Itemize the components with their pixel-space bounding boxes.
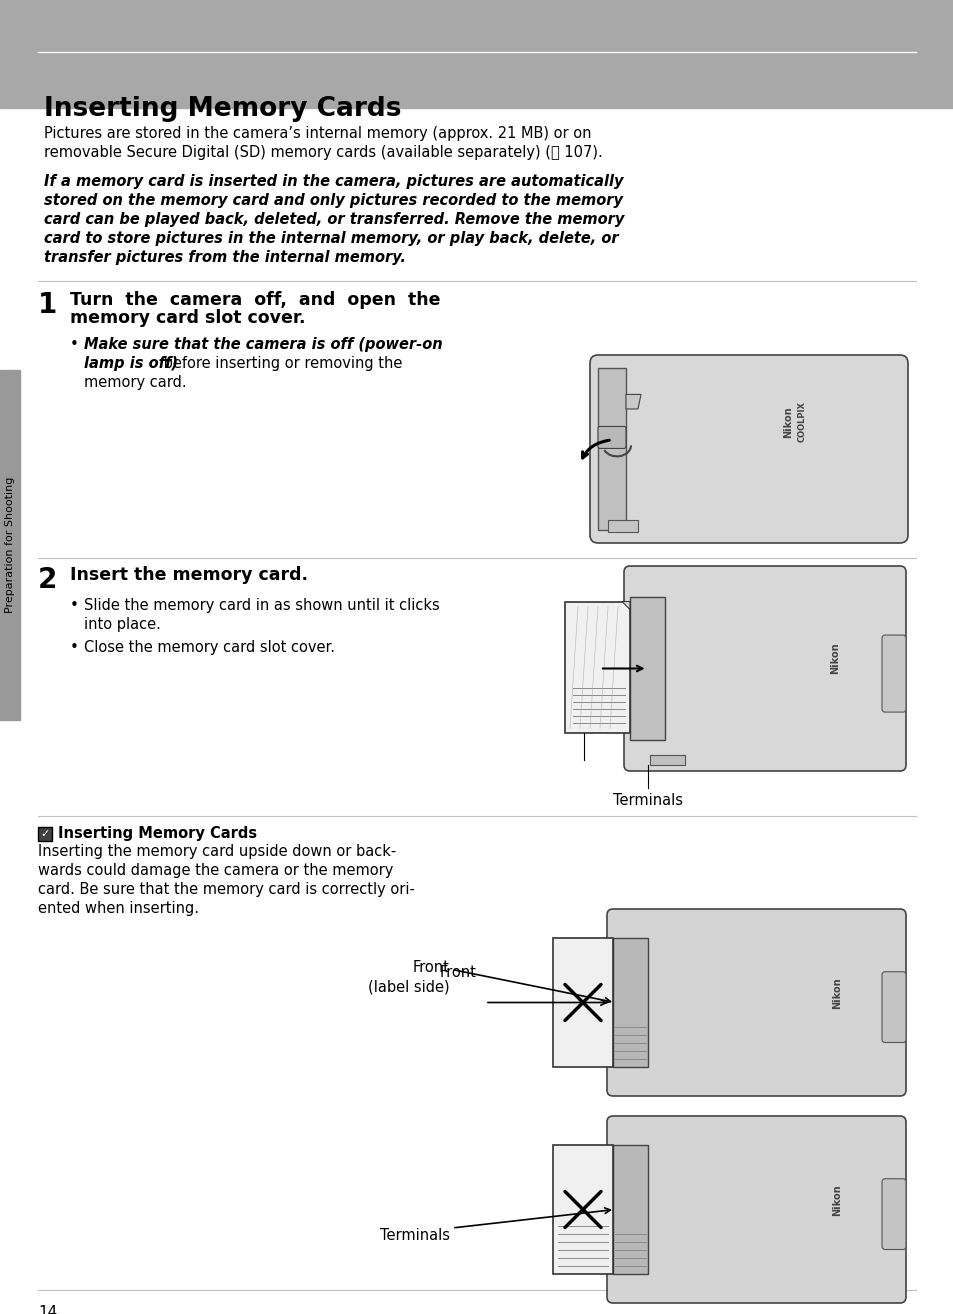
Text: Terminals: Terminals — [379, 1229, 450, 1243]
Text: card can be played back, deleted, or transferred. Remove the memory: card can be played back, deleted, or tra… — [44, 212, 623, 227]
FancyBboxPatch shape — [613, 1144, 647, 1275]
Text: Front: Front — [413, 961, 450, 975]
Text: If a memory card is inserted in the camera, pictures are automatically: If a memory card is inserted in the came… — [44, 173, 623, 189]
Text: •: • — [70, 336, 79, 352]
Bar — [649, 756, 684, 765]
Text: Inserting Memory Cards: Inserting Memory Cards — [58, 827, 257, 841]
Text: •: • — [70, 598, 79, 614]
Text: into place.: into place. — [84, 618, 161, 632]
Text: Nikon: Nikon — [832, 978, 841, 1009]
Polygon shape — [625, 394, 640, 409]
Text: 2: 2 — [38, 566, 57, 594]
Text: memory card slot cover.: memory card slot cover. — [70, 309, 305, 327]
Text: •: • — [70, 640, 79, 654]
FancyBboxPatch shape — [882, 1179, 905, 1250]
FancyBboxPatch shape — [598, 427, 625, 448]
Text: Preparation for Shooting: Preparation for Shooting — [5, 477, 15, 614]
Text: wards could damage the camera or the memory: wards could damage the camera or the mem… — [38, 863, 393, 878]
Text: card to store pictures in the internal memory, or play back, delete, or: card to store pictures in the internal m… — [44, 231, 618, 246]
Bar — [598, 368, 625, 530]
Text: COOLPIX: COOLPIX — [797, 401, 805, 443]
Text: stored on the memory card and only pictures recorded to the memory: stored on the memory card and only pictu… — [44, 193, 622, 208]
Text: Nikon: Nikon — [781, 406, 792, 438]
Text: Front: Front — [439, 964, 476, 980]
FancyBboxPatch shape — [606, 1116, 905, 1303]
Text: ented when inserting.: ented when inserting. — [38, 901, 199, 916]
FancyBboxPatch shape — [882, 972, 905, 1042]
Text: (label side): (label side) — [368, 979, 450, 993]
Text: card. Be sure that the memory card is correctly ori-: card. Be sure that the memory card is co… — [38, 882, 415, 897]
FancyBboxPatch shape — [882, 635, 905, 712]
Text: Make sure that the camera is off (power-on: Make sure that the camera is off (power-… — [84, 336, 442, 352]
FancyBboxPatch shape — [623, 566, 905, 771]
Text: Slide the memory card in as shown until it clicks: Slide the memory card in as shown until … — [84, 598, 439, 614]
Text: Insert the memory card.: Insert the memory card. — [70, 566, 308, 583]
FancyBboxPatch shape — [613, 938, 647, 1067]
Text: 14: 14 — [38, 1305, 57, 1314]
Text: Inserting Memory Cards: Inserting Memory Cards — [44, 96, 401, 122]
Text: before inserting or removing the: before inserting or removing the — [159, 356, 402, 371]
FancyBboxPatch shape — [589, 355, 907, 543]
Bar — [553, 1144, 613, 1275]
Bar — [607, 520, 638, 532]
Bar — [553, 938, 613, 1067]
Text: transfer pictures from the internal memory.: transfer pictures from the internal memo… — [44, 250, 405, 265]
Text: Inserting the memory card upside down or back-: Inserting the memory card upside down or… — [38, 844, 395, 859]
Bar — [0, 371, 20, 720]
Text: 1: 1 — [38, 290, 57, 319]
FancyBboxPatch shape — [38, 827, 52, 841]
Text: Turn  the  camera  off,  and  open  the: Turn the camera off, and open the — [70, 290, 440, 309]
Polygon shape — [621, 602, 629, 610]
Bar — [564, 602, 629, 733]
Text: ✓: ✓ — [40, 829, 50, 840]
Text: Pictures are stored in the camera’s internal memory (approx. 21 MB) or on: Pictures are stored in the camera’s inte… — [44, 126, 591, 141]
Text: Terminals: Terminals — [613, 794, 682, 808]
Text: removable Secure Digital (SD) memory cards (available separately) (Ⓢ 107).: removable Secure Digital (SD) memory car… — [44, 145, 602, 160]
Text: lamp is off): lamp is off) — [84, 356, 178, 371]
Text: Nikon: Nikon — [829, 643, 840, 674]
FancyBboxPatch shape — [629, 598, 664, 740]
Text: Close the memory card slot cover.: Close the memory card slot cover. — [84, 640, 335, 654]
Text: memory card.: memory card. — [84, 374, 187, 390]
Bar — [0, 0, 953, 108]
Text: Nikon: Nikon — [832, 1184, 841, 1215]
FancyBboxPatch shape — [606, 909, 905, 1096]
